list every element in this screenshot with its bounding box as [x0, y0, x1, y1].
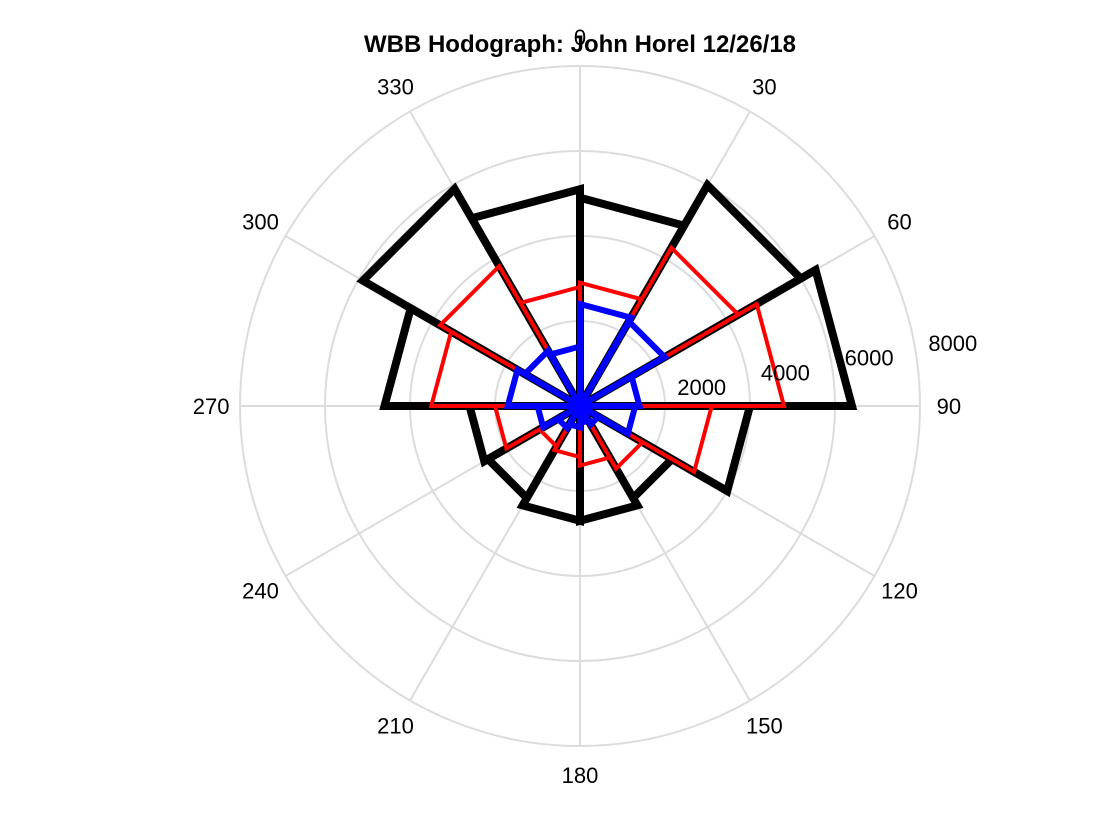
theta-tick-180: 180: [562, 763, 599, 788]
r-tick-2000: 2000: [677, 375, 726, 400]
r-tick-8000: 8000: [928, 331, 977, 356]
theta-tick-30: 30: [752, 75, 776, 100]
theta-tick-330: 330: [377, 75, 414, 100]
r-tick-4000: 4000: [761, 361, 810, 386]
tick-labels: 0 30 60 90 120 150 180 210 240 270 300 330 2000 4000 6…: [193, 25, 978, 788]
chart-title: WBB Hodograph: John Horel 12/26/18: [364, 31, 796, 58]
theta-tick-0: 0: [574, 25, 586, 50]
theta-tick-60: 60: [887, 210, 911, 235]
theta-tick-120: 120: [881, 578, 918, 603]
theta-tick-210: 210: [377, 714, 414, 739]
theta-tick-150: 150: [746, 714, 783, 739]
theta-tick-270: 270: [193, 394, 230, 419]
r-tick-6000: 6000: [845, 346, 894, 371]
series-layer: [356, 178, 858, 526]
theta-tick-300: 300: [242, 210, 279, 235]
theta-tick-90: 90: [937, 394, 961, 419]
series-3-outline: [503, 300, 670, 439]
theta-tick-240: 240: [242, 579, 279, 604]
